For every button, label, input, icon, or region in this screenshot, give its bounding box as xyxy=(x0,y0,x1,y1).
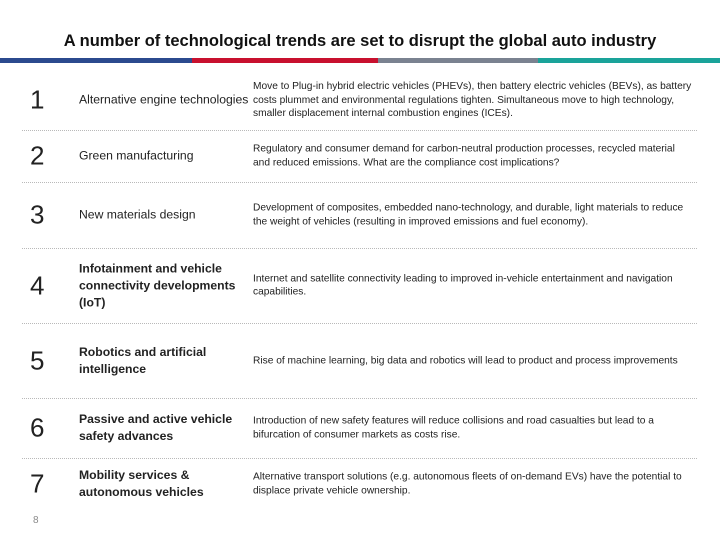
trend-number: 6 xyxy=(30,412,45,443)
trend-label: Alternative engine technologies xyxy=(79,92,249,107)
trend-label: Robotics and artificial intelligence xyxy=(79,344,207,376)
trend-row: 6 Passive and active vehicle safety adva… xyxy=(22,398,697,459)
trend-number: 2 xyxy=(30,140,45,171)
trend-label: Infotainment and vehicle connectivity de… xyxy=(79,261,236,309)
trend-number: 1 xyxy=(30,84,45,115)
trend-label: Mobility services & autonomous vehicles xyxy=(79,468,204,499)
page-title: A number of technological trends are set… xyxy=(63,32,657,50)
trend-row: 5 Robotics and artificial intelligence R… xyxy=(22,323,697,399)
accent-bar-gray xyxy=(378,58,538,63)
trend-description: Move to Plug-in hybrid electric vehicles… xyxy=(253,80,692,119)
accent-bar-red xyxy=(192,58,378,63)
trend-row: 2 Green manufacturing Regulatory and con… xyxy=(22,130,697,183)
trend-description: Introduction of new safety features will… xyxy=(253,415,654,441)
trend-number: 7 xyxy=(30,468,45,499)
page-number: 8 xyxy=(33,515,39,526)
trend-description: Internet and satellite connectivity lead… xyxy=(253,273,673,298)
trend-row: 1 Alternative engine technologies Move t… xyxy=(22,70,697,131)
trend-row: 7 Mobility services & autonomous vehicle… xyxy=(22,458,697,510)
trend-description: Rise of machine learning, big data and r… xyxy=(253,354,678,366)
trend-row: 3 New materials design Development of co… xyxy=(22,182,697,249)
trend-label: Passive and active vehicle safety advanc… xyxy=(79,412,233,443)
trend-number: 3 xyxy=(30,199,45,230)
trend-description: Alternative transport solutions (e.g. au… xyxy=(253,471,682,497)
trend-label: New materials design xyxy=(79,207,196,222)
trend-row: 4 Infotainment and vehicle connectivity … xyxy=(22,248,697,324)
trend-description: Regulatory and consumer demand for carbo… xyxy=(253,143,675,169)
accent-bar-teal xyxy=(538,58,720,63)
trend-number: 5 xyxy=(30,345,45,375)
trend-number: 4 xyxy=(30,270,45,300)
trend-description: Development of composites, embedded nano… xyxy=(253,202,684,228)
accent-bar-blue xyxy=(0,58,192,63)
trend-label: Green manufacturing xyxy=(79,148,194,163)
